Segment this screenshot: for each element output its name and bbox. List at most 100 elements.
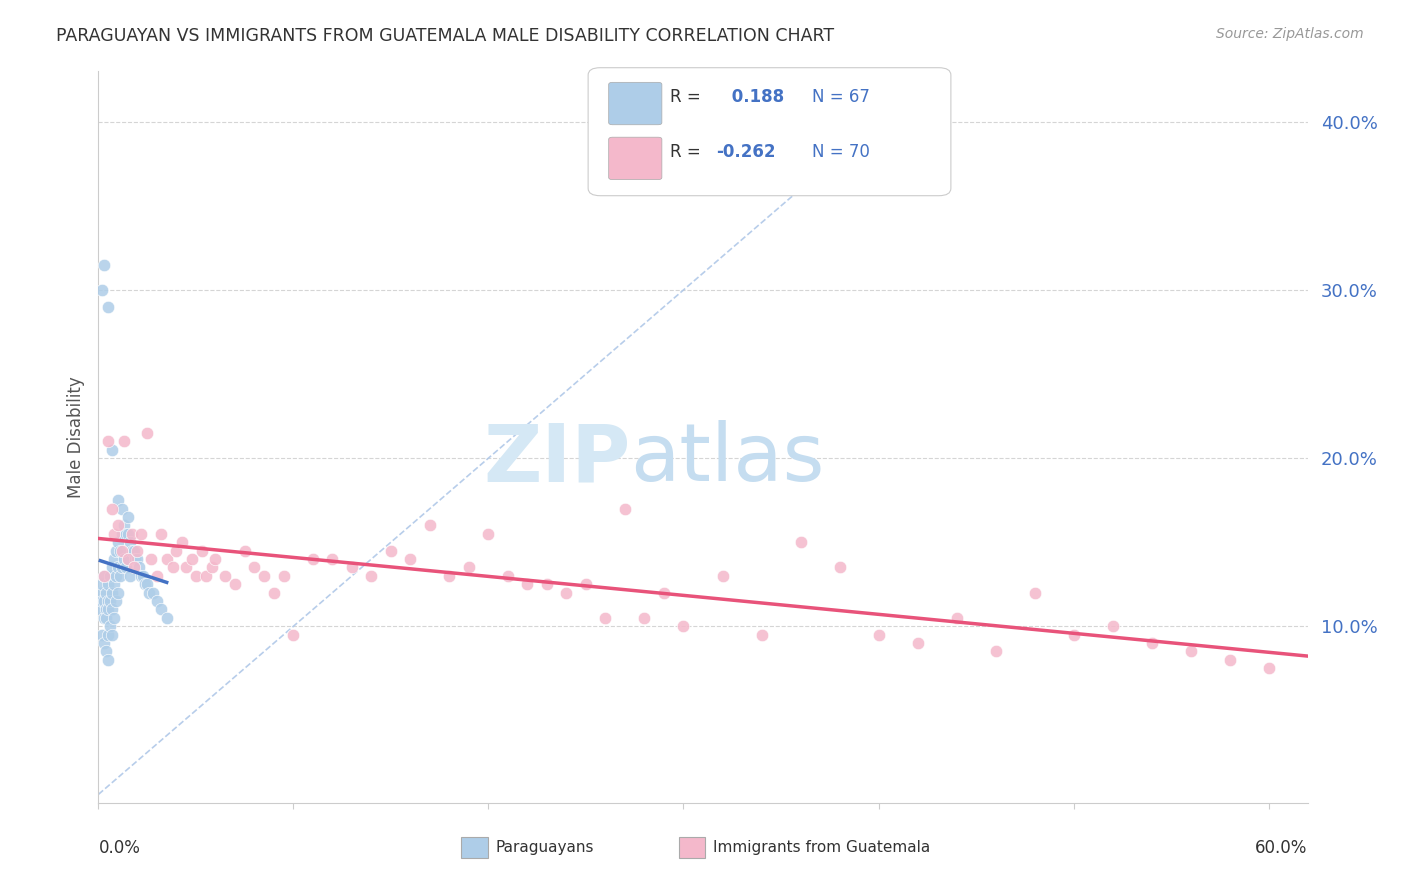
Point	[98, 619, 121, 633]
Point	[184, 569, 207, 583]
Text: ZIP: ZIP	[484, 420, 630, 498]
Point	[93, 569, 115, 583]
Point	[751, 627, 773, 641]
Point	[575, 577, 598, 591]
Point	[399, 552, 422, 566]
Text: R =: R =	[671, 88, 706, 106]
Point	[103, 552, 125, 566]
Point	[711, 569, 734, 583]
Point	[97, 577, 120, 591]
Point	[156, 611, 179, 625]
Point	[243, 560, 266, 574]
Text: R =: R =	[671, 143, 706, 161]
Point	[439, 569, 461, 583]
Point	[1140, 636, 1163, 650]
Text: atlas: atlas	[630, 420, 825, 498]
Point	[108, 543, 131, 558]
Point	[101, 602, 124, 616]
Point	[149, 602, 172, 616]
Point	[101, 627, 124, 641]
Point	[174, 560, 197, 574]
Point	[93, 258, 115, 272]
Point	[672, 619, 695, 633]
Point	[181, 552, 204, 566]
Point	[907, 636, 929, 650]
Point	[91, 577, 114, 591]
Point	[121, 543, 143, 558]
Point	[93, 569, 115, 583]
Point	[108, 569, 131, 583]
Point	[321, 552, 343, 566]
Point	[111, 501, 134, 516]
Point	[419, 518, 441, 533]
Text: PARAGUAYAN VS IMMIGRANTS FROM GUATEMALA MALE DISABILITY CORRELATION CHART: PARAGUAYAN VS IMMIGRANTS FROM GUATEMALA …	[56, 27, 834, 45]
Point	[131, 569, 153, 583]
Text: N = 70: N = 70	[811, 143, 870, 161]
Point	[97, 434, 120, 449]
Point	[134, 577, 156, 591]
Point	[101, 442, 124, 457]
Text: Immigrants from Guatemala: Immigrants from Guatemala	[713, 840, 929, 855]
Point	[121, 526, 143, 541]
Point	[91, 283, 114, 297]
Point	[984, 644, 1007, 658]
Point	[107, 535, 129, 549]
Point	[107, 585, 129, 599]
Point	[200, 560, 222, 574]
Point	[107, 560, 129, 574]
Point	[302, 552, 325, 566]
Point	[128, 560, 150, 574]
Point	[458, 560, 481, 574]
Point	[139, 552, 162, 566]
Point	[789, 535, 811, 549]
Point	[118, 569, 141, 583]
Point	[214, 569, 236, 583]
Point	[633, 611, 655, 625]
Point	[165, 543, 187, 558]
Point	[114, 560, 136, 574]
Point	[224, 577, 246, 591]
Point	[536, 577, 558, 591]
Point	[1219, 653, 1241, 667]
Point	[1063, 627, 1085, 641]
Point	[97, 653, 120, 667]
Point	[112, 518, 135, 533]
Text: 0.188: 0.188	[725, 88, 785, 106]
Point	[1257, 661, 1279, 675]
Point	[107, 493, 129, 508]
Point	[945, 611, 967, 625]
Point	[360, 569, 382, 583]
Point	[477, 526, 499, 541]
FancyBboxPatch shape	[609, 137, 662, 179]
Point	[204, 552, 226, 566]
Point	[112, 434, 135, 449]
Point	[98, 594, 121, 608]
Point	[136, 425, 159, 440]
Point	[91, 594, 114, 608]
Point	[111, 543, 134, 558]
Point	[103, 577, 125, 591]
Text: N = 67: N = 67	[811, 88, 870, 106]
Point	[380, 543, 402, 558]
Point	[828, 560, 851, 574]
Point	[103, 526, 125, 541]
Point	[1024, 585, 1046, 599]
Point	[194, 569, 217, 583]
Text: -0.262: -0.262	[716, 143, 776, 161]
Point	[263, 585, 285, 599]
Point	[93, 611, 115, 625]
Point	[104, 569, 127, 583]
Point	[1101, 619, 1123, 633]
Point	[93, 636, 115, 650]
Point	[117, 526, 139, 541]
Point	[496, 569, 519, 583]
Point	[138, 585, 160, 599]
Point	[98, 569, 121, 583]
Point	[107, 518, 129, 533]
Point	[96, 602, 118, 616]
Point	[136, 577, 159, 591]
Point	[104, 543, 127, 558]
Point	[114, 526, 136, 541]
Point	[97, 627, 120, 641]
Point	[91, 627, 114, 641]
